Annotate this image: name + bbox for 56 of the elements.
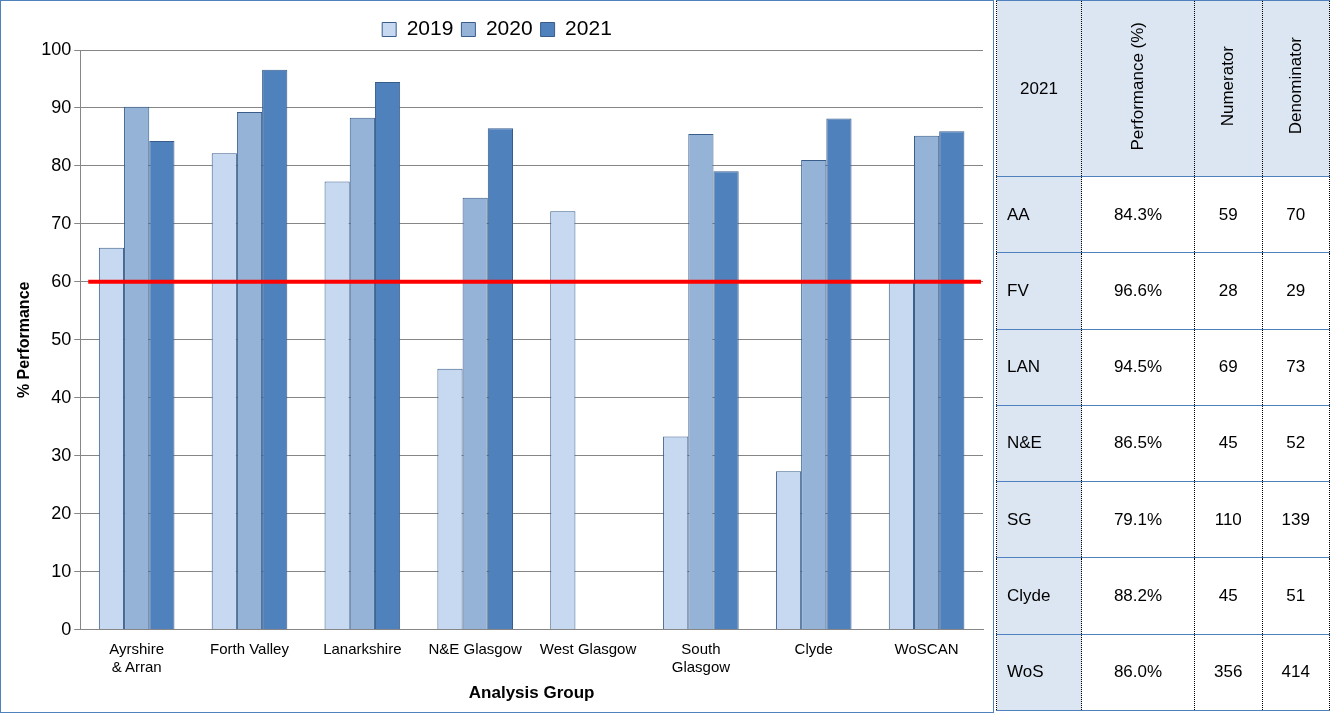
text: 69 [1218,357,1238,377]
y-tick-label: 80 [51,154,72,175]
text: 2021 [996,0,1082,177]
x-tick-label: Ayrshire & Arran [109,639,165,675]
text: 96.6% [1113,280,1163,300]
x-axis-title: Analysis Group [468,683,595,703]
x-tick-label: West Glasgow [539,639,637,657]
legend-label: 2019 [406,16,454,40]
legend-label: 2020 [485,16,533,40]
y-tick-label: 50 [51,328,72,349]
y-tick-label: 70 [51,212,72,233]
category-label: N&E [1007,433,1042,453]
legend-label: 2021 [565,16,612,40]
x-tick-label: Lanarkshire [323,639,402,657]
y-tick-label: 0 [61,618,72,639]
x-tick-label: N&E Glasgow [428,639,523,657]
text: 45 [1218,586,1238,606]
category-label: FV [1007,280,1029,300]
category-label: SG [1007,509,1032,529]
y-tick-label: 100 [41,38,72,59]
text: 73 [1286,357,1306,377]
text: 356 [1214,662,1243,682]
category-label: Performance (%) [1128,21,1148,151]
category-label: Denominator [1285,37,1306,135]
text: 70 [1286,204,1306,224]
text: 59 [1218,204,1238,224]
x-tick-label: Forth Valley [210,639,290,657]
text: 28 [1218,280,1238,300]
x-tick-label: WoSCAN [894,639,959,657]
text: 110 [1214,509,1242,529]
text: 88.2% [1113,586,1163,606]
y-tick-label: 40 [51,386,72,407]
x-tick-label: South Glasgow [671,639,731,675]
y-tick-label: 90 [51,96,72,117]
text: 84.3% [1113,204,1163,224]
text: 51 [1286,586,1306,606]
text: 139 [1281,509,1310,529]
category-label: Clyde [1007,586,1051,606]
text: 79.1% [1113,509,1163,529]
x-tick-label: Clyde [794,639,833,657]
y-tick-label: 10 [51,560,72,581]
text: 45 [1218,433,1238,453]
text: 414 [1281,662,1310,682]
category-label: LAN [1007,357,1041,377]
text: 94.5% [1113,357,1163,377]
text: 86.0% [1113,662,1163,682]
category-label: WoS [1007,662,1044,682]
category-label: AA [1007,204,1030,224]
y-axis-title: % Performance [15,281,33,399]
text: 52 [1286,433,1306,453]
category-label: Numerator [1218,45,1239,127]
text: 29 [1286,280,1306,300]
y-tick-label: 20 [51,502,72,523]
y-tick-label: 60 [51,270,72,291]
text: 86.5% [1113,433,1163,453]
y-tick-label: 30 [51,444,72,465]
